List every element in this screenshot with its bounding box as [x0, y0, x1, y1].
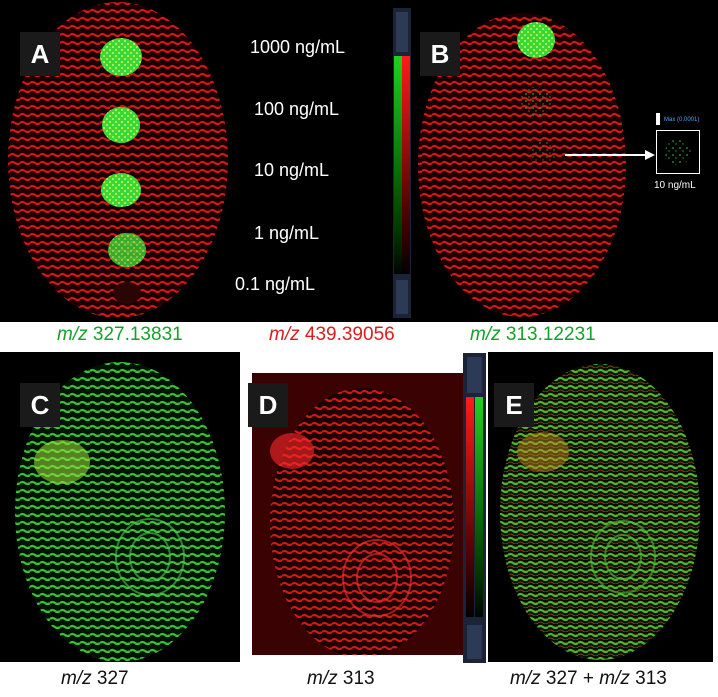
conc-label-10: 10 ng/mL — [254, 160, 330, 180]
caption-mz-313: m/z 313 — [307, 668, 375, 689]
inset-box — [656, 130, 700, 174]
concentration-spots — [100, 38, 146, 304]
bottom-color-scale-bar — [463, 353, 486, 663]
panel-c-image — [0, 352, 240, 662]
panel-b-image — [412, 0, 647, 322]
inset-arrow — [565, 150, 655, 160]
inset-caption: 10 ng/mL — [654, 180, 696, 191]
caption-mz-327-13831: m/z 327.13831 — [57, 324, 183, 345]
caption-mz-327: m/z 327 — [61, 668, 129, 689]
caption-mz-313-12231: m/z 313.12231 — [470, 324, 596, 345]
panel-d-image — [252, 373, 464, 655]
panel-b-label: B — [420, 32, 460, 76]
conc-label-100: 100 ng/mL — [254, 99, 340, 119]
inset-max-label: Max (0.0001) — [664, 117, 700, 123]
panel-a-label: A — [20, 32, 60, 76]
panel-c-label: C — [20, 383, 60, 427]
panel-e-label: E — [494, 383, 534, 427]
caption-mz-327-plus-313: m/z 327 + m/z 313 — [510, 668, 667, 689]
conc-label-0-1: 0.1 ng/mL — [235, 274, 316, 294]
inset-scale-tick — [656, 113, 660, 125]
panel-d-label: D — [248, 383, 288, 427]
conc-label-1: 1 ng/mL — [254, 223, 320, 243]
top-color-scale-bar — [393, 8, 411, 318]
conc-label-1000: 1000 ng/mL — [250, 37, 346, 57]
caption-mz-439-39056: m/z 439.39056 — [269, 324, 395, 345]
